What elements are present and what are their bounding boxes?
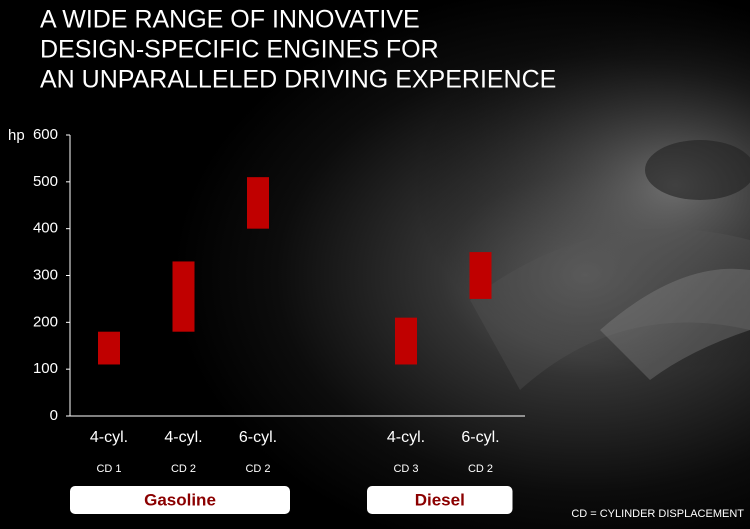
car-shape: [470, 228, 750, 390]
group-box: [367, 486, 513, 514]
x-tick-label: 4-cyl.: [90, 429, 128, 446]
x-tick-sublabel: CD 2: [171, 463, 196, 475]
title: A WIDE RANGE OF INNOVATIVEDESIGN-SPECIFI…: [40, 6, 556, 94]
bar: [469, 252, 492, 299]
group-box: [70, 486, 290, 514]
x-tick-label: 6-cyl.: [239, 429, 277, 446]
y-tick-label: 500: [33, 173, 58, 190]
title-line: DESIGN-SPECIFIC ENGINES FOR: [40, 36, 439, 64]
x-tick-label: 4-cyl.: [164, 429, 202, 446]
x-tick-sublabel: CD 3: [393, 463, 418, 475]
group-label: Gasoline: [144, 490, 216, 509]
group-label: Diesel: [415, 490, 465, 509]
bar: [98, 331, 120, 365]
bar: [172, 261, 195, 332]
y-tick-label: 600: [33, 126, 58, 143]
car-light: [645, 140, 750, 200]
x-tick-label: 6-cyl.: [461, 429, 499, 446]
x-tick-label: 4-cyl.: [387, 429, 425, 446]
y-tick-label: 200: [33, 313, 58, 330]
bar: [395, 317, 417, 365]
x-tick-sublabel: CD 2: [245, 463, 270, 475]
y-tick-label: 100: [33, 360, 58, 377]
y-tick-label: 400: [33, 220, 58, 237]
title-line: A WIDE RANGE OF INNOVATIVE: [40, 6, 420, 34]
footnote: CD = CYLINDER DISPLACEMENT: [571, 508, 744, 520]
x-tick-sublabel: CD 2: [468, 463, 493, 475]
x-tick-sublabel: CD 1: [96, 463, 121, 475]
title-line: AN UNPARALLELED DRIVING EXPERIENCE: [40, 66, 556, 94]
y-axis-label: hp: [8, 127, 25, 144]
car-grille: [600, 268, 750, 380]
y-tick-label: 300: [33, 266, 58, 283]
bar: [247, 177, 269, 229]
y-tick-label: 0: [50, 407, 58, 424]
